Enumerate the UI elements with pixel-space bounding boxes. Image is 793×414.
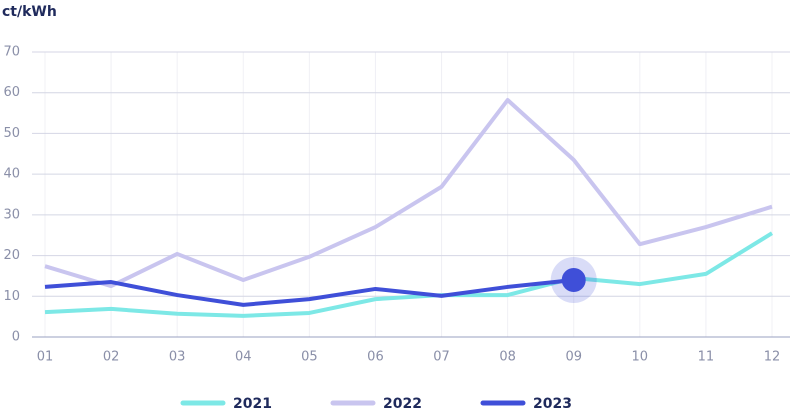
y-tick-label: 50 (3, 126, 20, 141)
highlight-point (561, 268, 586, 292)
x-tick-label: 01 (37, 350, 54, 365)
x-tick-label: 11 (698, 350, 715, 365)
series-line (44, 278, 574, 307)
legend-label: 2021 (233, 396, 272, 412)
y-tick-label: 70 (3, 45, 20, 60)
x-tick-label: 07 (433, 350, 450, 365)
legend-label: 2022 (383, 396, 422, 412)
x-tick-label: 12 (764, 350, 781, 365)
x-tick-label: 03 (169, 350, 186, 365)
y-axis-label: ct/kWh (2, 4, 57, 20)
x-tick-label: 04 (235, 350, 252, 365)
x-tick-label: 02 (103, 350, 120, 365)
x-tick-label: 09 (565, 350, 582, 365)
x-tick-label: 10 (632, 350, 649, 365)
series-line (44, 231, 774, 318)
y-tick-label: 30 (3, 207, 20, 222)
y-tick-label: 40 (3, 167, 20, 182)
y-tick-label: 0 (12, 330, 20, 345)
y-tick-label: 10 (3, 289, 20, 304)
y-tick-label: 20 (3, 248, 20, 263)
x-tick-label: 06 (367, 350, 384, 365)
x-tick-label: 08 (499, 350, 516, 365)
x-tick-label: 05 (301, 350, 318, 365)
legend-label: 2023 (533, 396, 572, 412)
series-line (44, 98, 773, 289)
y-tick-label: 60 (3, 85, 20, 100)
